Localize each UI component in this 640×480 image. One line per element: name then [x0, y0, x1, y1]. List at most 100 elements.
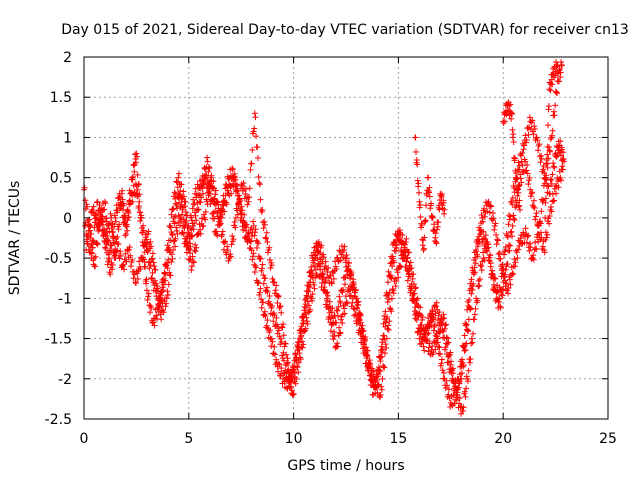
data-point: [543, 176, 550, 183]
data-point: [392, 283, 399, 290]
data-point: [533, 246, 540, 253]
data-point: [507, 242, 514, 249]
data-point: [551, 197, 558, 204]
data-point: [274, 321, 281, 328]
data-point: [194, 181, 201, 188]
data-point: [405, 249, 412, 256]
data-point: [170, 206, 177, 213]
data-point: [542, 214, 549, 221]
data-point: [182, 221, 189, 228]
data-point: [200, 190, 207, 197]
data-point: [390, 287, 397, 294]
data-point: [507, 229, 514, 236]
data-point: [507, 101, 514, 108]
data-point: [234, 187, 241, 194]
data-point: [432, 321, 439, 328]
data-point: [479, 214, 486, 221]
data-point: [105, 237, 112, 244]
data-point: [433, 303, 440, 310]
data-point: [528, 190, 535, 197]
data-point: [173, 227, 180, 234]
data-point: [258, 265, 265, 272]
data-point: [258, 296, 265, 303]
data-point: [526, 174, 533, 181]
data-point: [320, 254, 327, 261]
data-point: [182, 208, 189, 215]
data-point: [420, 343, 427, 350]
data-point: [363, 355, 370, 362]
data-point: [487, 263, 494, 270]
data-point: [159, 284, 166, 291]
data-point: [269, 275, 276, 282]
data-point: [512, 259, 519, 266]
data-point: [308, 267, 315, 274]
data-point: [257, 196, 264, 203]
data-point: [98, 216, 105, 223]
data-point: [259, 299, 266, 306]
data-point: [504, 234, 511, 241]
data-point: [559, 166, 566, 173]
data-point: [366, 372, 373, 379]
data-point: [389, 253, 396, 260]
data-point: [346, 287, 353, 294]
data-point: [436, 206, 443, 213]
data-point: [546, 212, 553, 219]
data-point: [443, 377, 450, 384]
data-point: [558, 152, 565, 159]
data-point: [530, 131, 537, 138]
data-point: [178, 201, 185, 208]
y-tick-label: -2.5: [45, 412, 72, 428]
data-point: [229, 166, 236, 173]
data-point: [510, 139, 517, 146]
data-point: [315, 261, 322, 268]
data-point: [341, 310, 348, 317]
data-point: [233, 186, 240, 193]
data-point: [151, 263, 158, 270]
data-point: [514, 192, 521, 199]
data-point: [497, 304, 504, 311]
data-point: [136, 258, 143, 265]
data-point: [171, 220, 178, 227]
data-point: [175, 174, 182, 181]
data-point: [247, 166, 254, 173]
data-point: [344, 255, 351, 262]
data-point: [505, 242, 512, 249]
data-point: [524, 233, 531, 240]
data-point: [221, 208, 228, 215]
data-point: [444, 335, 451, 342]
data-point: [389, 263, 396, 270]
data-point: [362, 336, 369, 343]
data-point: [161, 270, 168, 277]
data-point: [384, 299, 391, 306]
data-point: [309, 291, 316, 298]
data-point: [162, 303, 169, 310]
data-point: [440, 311, 447, 318]
data-point: [340, 247, 347, 254]
data-point: [512, 167, 519, 174]
data-point: [555, 78, 562, 85]
data-point: [509, 111, 516, 118]
data-point: [86, 221, 93, 228]
data-point: [114, 247, 121, 254]
data-point: [351, 306, 358, 313]
data-point: [441, 325, 448, 332]
data-point: [397, 264, 404, 271]
data-point: [336, 293, 343, 300]
data-point: [490, 215, 497, 222]
data-point: [509, 270, 516, 277]
data-point: [474, 297, 481, 304]
data-point: [273, 356, 280, 363]
data-point: [359, 332, 366, 339]
data-point: [219, 228, 226, 235]
data-point: [340, 286, 347, 293]
data-point: [542, 195, 549, 202]
data-point: [102, 200, 109, 207]
data-point: [343, 252, 350, 259]
data-point: [275, 368, 282, 375]
data-point: [434, 335, 441, 342]
data-point: [85, 233, 92, 240]
data-point: [111, 254, 118, 261]
data-point: [116, 255, 123, 262]
data-point: [271, 279, 278, 286]
data-point: [494, 236, 501, 243]
